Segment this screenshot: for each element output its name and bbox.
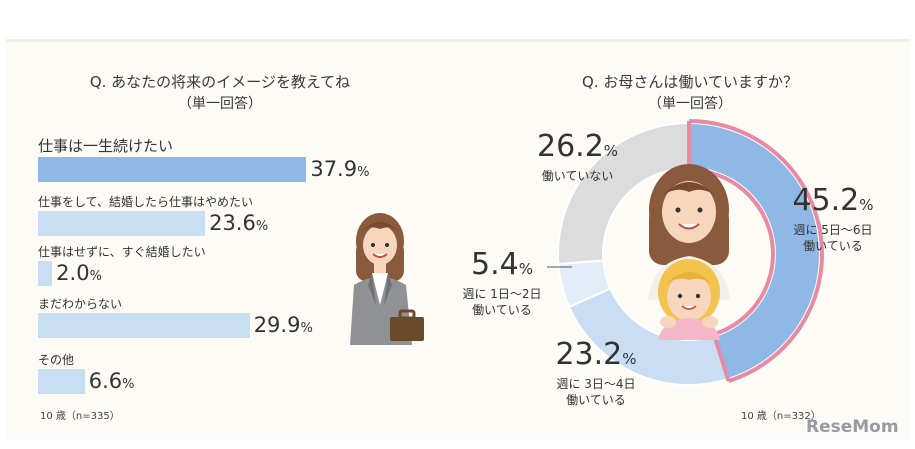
mother-child-illustration [648, 164, 730, 340]
bar-value-label: 29.9% [253, 313, 313, 337]
slice-name-line2: 働いている [566, 393, 626, 407]
donut-chart-title: Q. お母さんは働いていますか？ [582, 73, 798, 91]
slice-label-not-working: 26.2% 働いていない [537, 129, 619, 184]
bar-value-label: 23.6% [209, 211, 269, 235]
businesswoman-illustration [350, 213, 424, 345]
accent-ring-arc [688, 168, 775, 337]
bar-value-label: 6.6% [88, 369, 135, 393]
slice-value: 23.2 [555, 337, 623, 372]
accent-ring-arc [688, 119, 824, 383]
slice-value: 45.2 [792, 183, 860, 218]
resemom-logo: ReseMom [806, 417, 899, 437]
bar-chart-subtitle: （単一回答） [178, 96, 262, 112]
bar-category-label: 仕事はせずに、すぐ結婚したい [38, 245, 206, 259]
slice-label-3-4days: 23.2% 週に 3日〜4日 働いている [546, 338, 646, 408]
slice-name-line2: 働いている [803, 239, 863, 253]
slice-value: 26.2 [537, 129, 604, 164]
donut-chart-subtitle: （単一回答） [648, 96, 732, 112]
bar [38, 211, 206, 236]
bar-category-label: まだわからない [38, 297, 123, 311]
slice-name-line1: 週に 5日〜6日 [793, 223, 873, 237]
bar [38, 313, 250, 338]
slice-value: 5.4 [471, 247, 519, 282]
bar [38, 369, 85, 394]
bar-value-label: 37.9% [310, 157, 370, 181]
bar [38, 261, 53, 286]
donut-chart-note: 10 歳（n=332） [741, 411, 821, 422]
panel-top-line [6, 39, 910, 42]
bar-chart-title: Q. あなたの将来のイメージを教えてね [89, 73, 351, 91]
bar [38, 157, 307, 182]
bar-category-label: 仕事は一生続けたい [38, 137, 174, 155]
slice-name: 働いていない [541, 169, 614, 183]
slice-name-line1: 週に 3日〜4日 [556, 377, 636, 391]
slice-name-line1: 週に 1日〜2日 [462, 287, 542, 301]
bar-value-label: 2.0% [56, 261, 102, 285]
slice-name-line2: 働いている [472, 303, 532, 317]
bar-category-label: 仕事をして、結婚したら仕事はやめたい [38, 195, 254, 209]
bar-category-label: その他 [38, 353, 75, 367]
slice-label-1-2days: 5.4% 週に 1日〜2日 働いている [452, 248, 552, 318]
accent-ring-edge [712, 333, 731, 382]
slice-label-5-6days: 45.2% 週に 5日〜6日 働いている [783, 184, 883, 254]
bar-chart-note: 10 歳（n=335） [40, 411, 120, 422]
chart-panel [6, 42, 910, 440]
